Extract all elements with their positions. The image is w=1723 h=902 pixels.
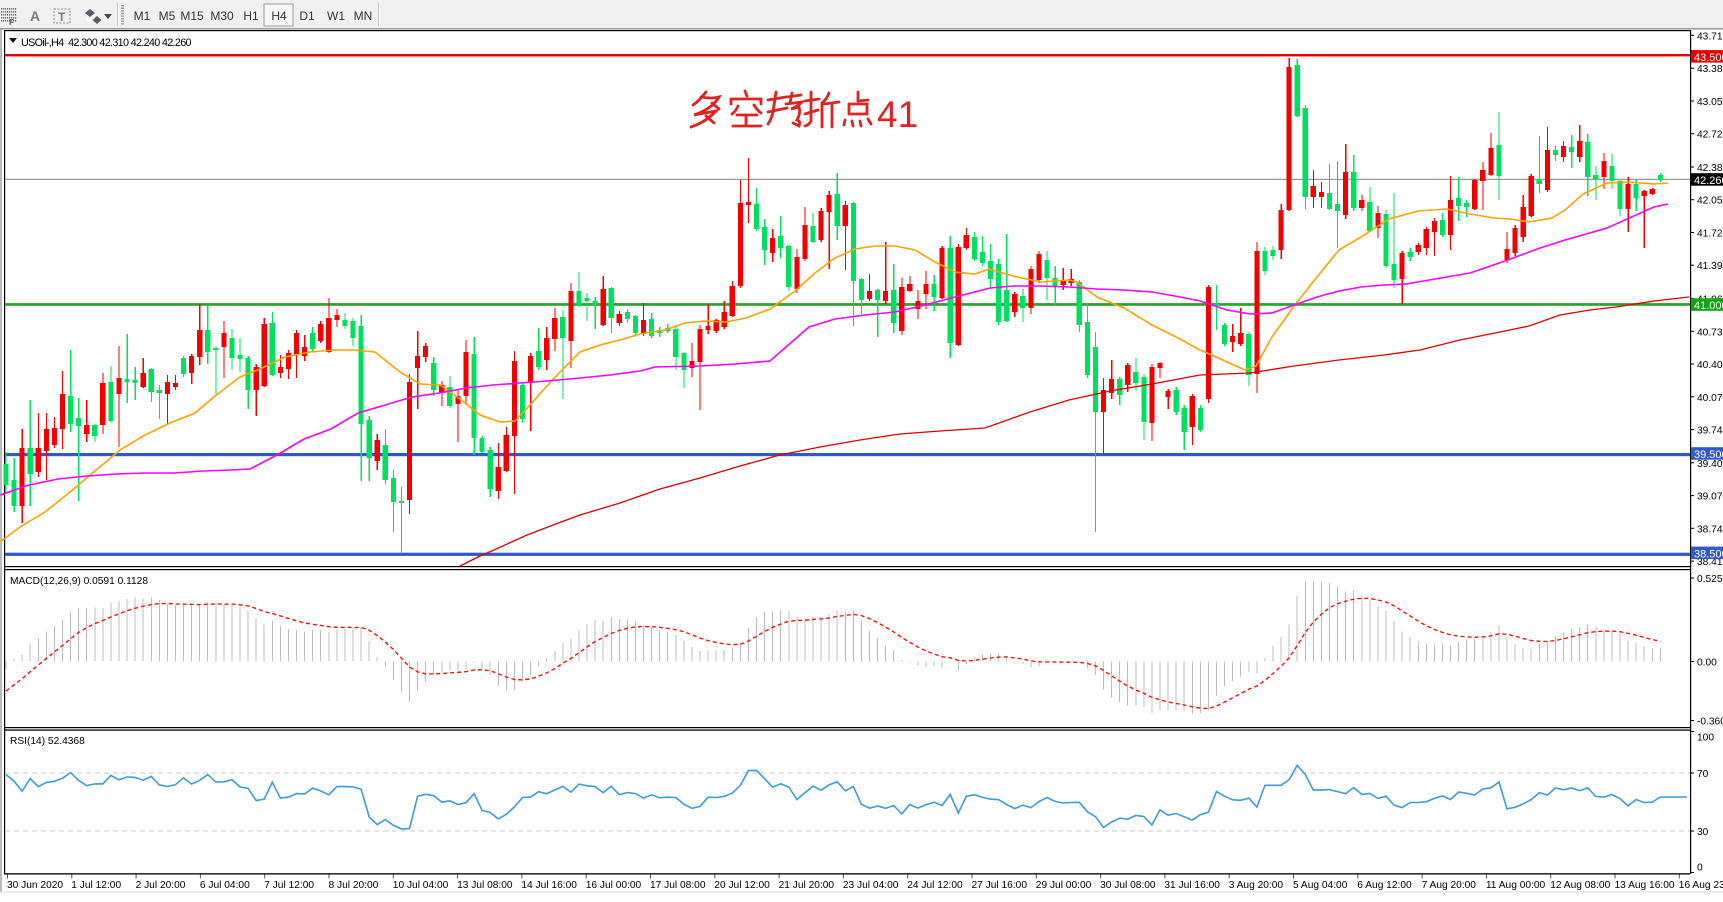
svg-text:T: T bbox=[58, 10, 66, 24]
svg-text:38.415: 38.415 bbox=[1697, 557, 1723, 568]
svg-text:USOil-,H4 42.300 42.310 42.24: USOil-,H4 42.300 42.310 42.240 42.260 bbox=[21, 37, 192, 49]
svg-text:39.405: 39.405 bbox=[1697, 459, 1723, 470]
svg-text:30 Jul 08:00: 30 Jul 08:00 bbox=[1100, 880, 1156, 891]
svg-text:A: A bbox=[30, 8, 40, 24]
svg-text:21 Jul 20:00: 21 Jul 20:00 bbox=[779, 880, 835, 891]
svg-text:42.385: 42.385 bbox=[1697, 163, 1723, 174]
svg-text:17 Jul 08:00: 17 Jul 08:00 bbox=[650, 880, 706, 891]
svg-text:D1: D1 bbox=[299, 9, 315, 23]
svg-text:40.070: 40.070 bbox=[1697, 393, 1723, 404]
svg-text:13 Aug 16:00: 13 Aug 16:00 bbox=[1615, 880, 1675, 891]
svg-text:100: 100 bbox=[1697, 733, 1714, 744]
svg-text:30 Jun 2020: 30 Jun 2020 bbox=[7, 880, 63, 891]
svg-text:41.000: 41.000 bbox=[1694, 300, 1723, 312]
svg-text:41.725: 41.725 bbox=[1697, 229, 1723, 240]
svg-text:6 Jul 04:00: 6 Jul 04:00 bbox=[200, 880, 250, 891]
svg-text:16 Jul 00:00: 16 Jul 00:00 bbox=[586, 880, 642, 891]
svg-text:8 Jul 20:00: 8 Jul 20:00 bbox=[329, 880, 379, 891]
svg-text:-0.3603: -0.3603 bbox=[1697, 717, 1723, 728]
svg-text:3 Aug 20:00: 3 Aug 20:00 bbox=[1229, 880, 1284, 891]
svg-text:24 Jul 12:00: 24 Jul 12:00 bbox=[907, 880, 963, 891]
svg-text:7 Aug 20:00: 7 Aug 20:00 bbox=[1422, 880, 1477, 891]
svg-text:5 Aug 04:00: 5 Aug 04:00 bbox=[1293, 880, 1348, 891]
svg-text:40.730: 40.730 bbox=[1697, 327, 1723, 338]
svg-text:1 Jul 12:00: 1 Jul 12:00 bbox=[71, 880, 121, 891]
svg-text:23 Jul 04:00: 23 Jul 04:00 bbox=[843, 880, 899, 891]
svg-text:16 Aug 23:00: 16 Aug 23:00 bbox=[1679, 880, 1723, 891]
svg-text:43.050: 43.050 bbox=[1697, 97, 1723, 108]
svg-text:12 Aug 08:00: 12 Aug 08:00 bbox=[1550, 880, 1610, 891]
svg-text:0.5257: 0.5257 bbox=[1697, 574, 1723, 585]
svg-text:31 Jul 16:00: 31 Jul 16:00 bbox=[1164, 880, 1220, 891]
svg-text:H4: H4 bbox=[271, 9, 287, 23]
svg-text:M5: M5 bbox=[159, 9, 176, 23]
svg-text:0.00: 0.00 bbox=[1697, 658, 1717, 669]
svg-text:43.500: 43.500 bbox=[1694, 52, 1723, 64]
svg-text:20 Jul 12:00: 20 Jul 12:00 bbox=[714, 880, 770, 891]
svg-text:29 Jul 00:00: 29 Jul 00:00 bbox=[1036, 880, 1092, 891]
svg-text:6 Aug 12:00: 6 Aug 12:00 bbox=[1357, 880, 1412, 891]
svg-text:13 Jul 08:00: 13 Jul 08:00 bbox=[457, 880, 513, 891]
svg-text:RSI(14) 52.4368: RSI(14) 52.4368 bbox=[10, 736, 85, 747]
svg-text:M1: M1 bbox=[134, 9, 151, 23]
svg-text:39.500: 39.500 bbox=[1694, 449, 1723, 461]
svg-text:41.395: 41.395 bbox=[1697, 261, 1723, 272]
svg-text:11 Aug 00:00: 11 Aug 00:00 bbox=[1486, 880, 1546, 891]
svg-text:2 Jul 20:00: 2 Jul 20:00 bbox=[136, 880, 186, 891]
svg-text:7 Jul 12:00: 7 Jul 12:00 bbox=[264, 880, 314, 891]
svg-text:0: 0 bbox=[1697, 863, 1703, 874]
svg-text:43.710: 43.710 bbox=[1697, 31, 1723, 42]
svg-text:42.055: 42.055 bbox=[1697, 196, 1723, 207]
svg-text:39.740: 39.740 bbox=[1697, 426, 1723, 437]
svg-text:38.500: 38.500 bbox=[1694, 548, 1723, 560]
svg-text:38.745: 38.745 bbox=[1697, 524, 1723, 535]
svg-text:40.400: 40.400 bbox=[1697, 360, 1723, 371]
svg-text:42.720: 42.720 bbox=[1697, 130, 1723, 141]
svg-text:F: F bbox=[9, 18, 14, 27]
svg-text:70: 70 bbox=[1697, 769, 1709, 780]
svg-text:10 Jul 04:00: 10 Jul 04:00 bbox=[393, 880, 449, 891]
svg-text:H1: H1 bbox=[243, 9, 259, 23]
svg-text:M15: M15 bbox=[180, 9, 204, 23]
svg-text:MN: MN bbox=[354, 9, 373, 23]
svg-text:27 Jul 16:00: 27 Jul 16:00 bbox=[972, 880, 1028, 891]
svg-text:39.075: 39.075 bbox=[1697, 492, 1723, 503]
svg-text:14 Jul 16:00: 14 Jul 16:00 bbox=[521, 880, 577, 891]
svg-text:M30: M30 bbox=[210, 9, 234, 23]
svg-text:W1: W1 bbox=[327, 9, 345, 23]
svg-text:30: 30 bbox=[1697, 827, 1709, 838]
svg-text:MACD(12,26,9) 0.0591 0.1128: MACD(12,26,9) 0.0591 0.1128 bbox=[10, 576, 148, 587]
svg-text:41: 41 bbox=[877, 94, 918, 135]
svg-text:42.260: 42.260 bbox=[1694, 175, 1723, 187]
svg-text:43.380: 43.380 bbox=[1697, 64, 1723, 75]
